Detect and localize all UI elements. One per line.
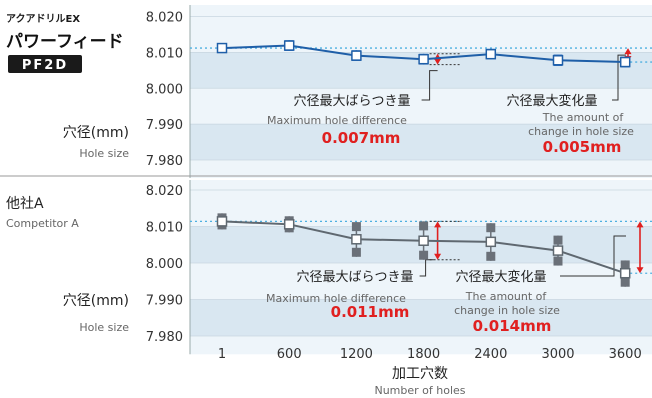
data-point xyxy=(619,267,631,279)
bot-ytitle-en: Hole size xyxy=(79,321,129,334)
top-annot1-label: 穴径最大ばらつき量 xyxy=(293,94,410,109)
product-line1: アクアドリルEX xyxy=(6,13,80,25)
range-cap-high xyxy=(419,221,429,231)
data-point xyxy=(418,53,429,65)
arrow-max-difference-head-down xyxy=(434,58,442,65)
y-tick-label: 7.980 xyxy=(146,330,183,345)
data-point xyxy=(619,56,631,68)
x-axis-title: 加工穴数 xyxy=(392,366,448,382)
arrow-max-difference-head-up xyxy=(434,221,442,228)
data-point xyxy=(485,48,497,60)
top-annot2-label-en1: The amount of xyxy=(542,111,625,124)
data-point xyxy=(283,219,295,230)
data-point xyxy=(485,236,497,248)
y-tick-label: 7.980 xyxy=(146,154,183,169)
data-point xyxy=(216,42,228,54)
bot-annot2-label-en1: The amount of xyxy=(465,290,548,303)
x-tick-label: 1800 xyxy=(407,347,440,362)
x-tick-label: 1 xyxy=(218,347,226,362)
arrow-change-amount-head-up xyxy=(624,48,632,55)
x-tick-label: 3000 xyxy=(541,347,574,362)
data-point xyxy=(418,235,429,246)
top-annot2-label-en2: change in hole size xyxy=(528,125,634,138)
competitor-name: 他社A xyxy=(6,196,44,212)
x-tick-label: 1200 xyxy=(340,347,373,362)
bot-ytitle: 穴径(mm) xyxy=(63,293,129,309)
range-cap-low xyxy=(351,247,361,257)
y-tick-label: 7.990 xyxy=(146,118,183,133)
competitor-panel: 8.020 8.010 8.000 7.990 7.980 1 600 1200 1800 24… xyxy=(6,180,652,397)
top-annot2-label: 穴径最大変化量 xyxy=(506,93,597,109)
y-tick-label: 8.010 xyxy=(146,46,183,61)
arrow-max-difference-head-down xyxy=(434,253,442,260)
x-axis-title-en: Number of holes xyxy=(374,384,465,397)
bot-annot1-label: 穴径最大ばらつき量 xyxy=(296,270,413,285)
data-point xyxy=(216,216,228,227)
data-point xyxy=(351,234,362,245)
bot-annot1-label-en: Maximum hole difference xyxy=(266,292,406,305)
arrow-change-amount-head-up xyxy=(636,221,644,228)
bot-annot2-label: 穴径最大変化量 xyxy=(455,269,546,285)
product-line2: パワーフィード xyxy=(6,32,124,52)
bot-annot2-label-en2: change in hole size xyxy=(454,304,560,317)
bot-annot2-value: 0.014mm xyxy=(473,317,552,335)
competitor-name-en: Competitor A xyxy=(6,217,79,230)
leader-line-1 xyxy=(419,259,434,277)
top-ytitle-en: Hole size xyxy=(79,147,129,160)
y-tick-label: 8.000 xyxy=(146,257,183,272)
leader-line-2 xyxy=(612,54,626,101)
data-point xyxy=(351,50,362,61)
y-tick-label: 8.020 xyxy=(146,11,183,26)
plot-band xyxy=(190,124,652,160)
x-tick-label: 600 xyxy=(277,347,302,362)
badge-bg xyxy=(8,55,82,73)
x-tick-label: 2400 xyxy=(474,347,507,362)
range-cap-low xyxy=(553,256,563,266)
y-tick-label: 7.990 xyxy=(146,294,183,309)
product-badge: PF2D xyxy=(22,58,68,73)
data-point xyxy=(552,55,564,66)
range-cap-high xyxy=(553,235,563,245)
bot-annot1-value: 0.011mm xyxy=(331,303,410,321)
data-point xyxy=(283,40,295,51)
range-cap-high xyxy=(620,260,630,270)
data-point xyxy=(552,245,564,256)
top-annot1-value: 0.007mm xyxy=(322,129,401,147)
leader-line-1 xyxy=(421,70,438,101)
range-cap-high xyxy=(351,222,361,232)
range-cap-low xyxy=(486,251,496,261)
top-annot1-label-en: Maximum hole difference xyxy=(267,114,407,127)
pf2d-panel: 8.020 8.010 8.000 7.990 7.980 アクアドリルEX パワーフィ… xyxy=(6,5,652,178)
top-ytitle: 穴径(mm) xyxy=(63,125,129,141)
y-tick-label: 8.010 xyxy=(146,221,183,236)
range-cap-high xyxy=(486,223,496,233)
x-tick-label: 3600 xyxy=(609,347,642,362)
range-cap-low xyxy=(620,277,630,287)
arrow-change-amount-head-down xyxy=(636,267,644,274)
y-tick-label: 8.000 xyxy=(146,82,183,97)
range-cap-low xyxy=(419,250,429,260)
y-tick-label: 8.020 xyxy=(146,184,183,199)
leader-line-2 xyxy=(560,235,626,277)
top-annot2-value: 0.005mm xyxy=(543,138,622,156)
plot-band xyxy=(190,299,652,336)
